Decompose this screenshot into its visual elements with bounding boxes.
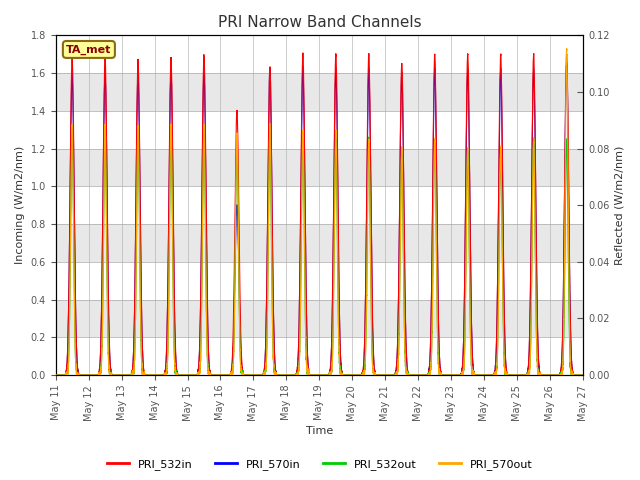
- Bar: [56, 149, 583, 186]
- Bar: [56, 300, 583, 337]
- Title: PRI Narrow Band Channels: PRI Narrow Band Channels: [218, 15, 421, 30]
- Bar: [56, 111, 583, 149]
- Y-axis label: Incoming (W/m2/nm): Incoming (W/m2/nm): [15, 146, 25, 264]
- Bar: [56, 262, 583, 300]
- Bar: [56, 186, 583, 224]
- Y-axis label: Reflected (W/m2/nm): Reflected (W/m2/nm): [615, 145, 625, 265]
- Bar: [56, 224, 583, 262]
- X-axis label: Time: Time: [306, 426, 333, 436]
- Bar: [56, 73, 583, 111]
- Bar: [56, 337, 583, 375]
- Text: TA_met: TA_met: [66, 44, 111, 55]
- Bar: [56, 36, 583, 73]
- Legend: PRI_532in, PRI_570in, PRI_532out, PRI_570out: PRI_532in, PRI_570in, PRI_532out, PRI_57…: [102, 455, 538, 474]
